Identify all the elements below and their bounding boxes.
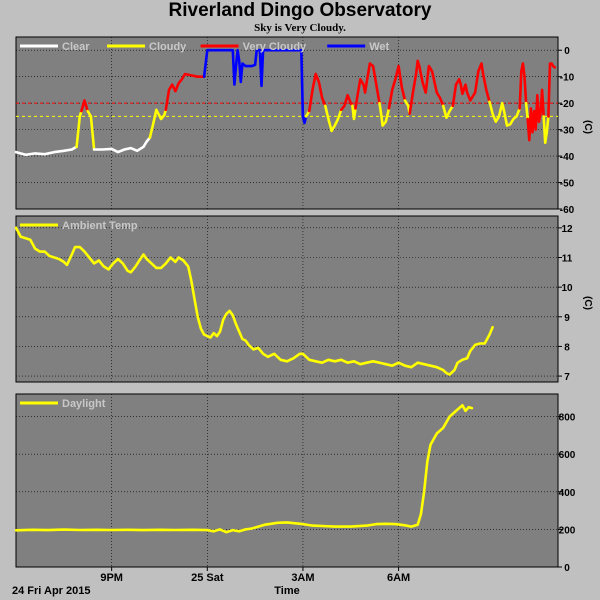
x-axis-label: Time xyxy=(274,585,299,597)
chart-title: Riverland Dingo Observatory xyxy=(168,0,432,21)
series-line-clear xyxy=(92,136,152,154)
date-label: 24 Fri Apr 2015 xyxy=(12,585,90,597)
y-tick-label: -10 xyxy=(560,73,575,84)
y-tick-label: 800 xyxy=(559,413,576,424)
y-tick-label: -30 xyxy=(560,126,575,137)
x-tick-label: 25 Sat xyxy=(191,572,224,584)
series-line-cloudy xyxy=(75,109,83,149)
series-line-cloudy xyxy=(441,104,455,119)
series-line-cloudy xyxy=(542,115,550,145)
legend-label-ambient-temp: Ambient Temp xyxy=(62,220,138,232)
y-tick-label: 10 xyxy=(561,283,573,294)
legend-label-wet: Wet xyxy=(369,41,389,53)
y-axis-label: (C) xyxy=(582,296,593,310)
y-tick-label: -50 xyxy=(560,179,575,190)
x-tick-label: 9PM xyxy=(100,572,123,584)
y-tick-label: -60 xyxy=(560,205,575,216)
plot-area-daylight xyxy=(15,393,559,568)
series-line-very_cloudy xyxy=(408,59,445,115)
y-tick-label: 0 xyxy=(564,46,570,57)
x-tick-label: 3AM xyxy=(291,572,314,584)
series-line-daylight xyxy=(14,403,474,534)
y-tick-label: -40 xyxy=(560,152,575,163)
y-tick-label: 9 xyxy=(564,313,570,324)
legend-label-very-cloudy: Very Cloudy xyxy=(243,41,307,53)
series-line-very_cloudy xyxy=(307,72,327,113)
y-tick-label: 7 xyxy=(564,372,570,383)
y-tick-label: 11 xyxy=(562,254,573,265)
series-line-wet xyxy=(202,48,308,125)
series-line-very_cloudy xyxy=(164,72,206,112)
series-line-cloudy xyxy=(86,109,96,151)
series-line-cloudy xyxy=(323,104,343,133)
series-line-cloudy xyxy=(378,101,391,127)
y-tick-label: 0 xyxy=(564,563,570,574)
y-tick-label: 600 xyxy=(559,450,576,461)
plot-area-ambient xyxy=(15,215,559,383)
series-line-cloudy xyxy=(351,104,357,121)
y-tick-label: 8 xyxy=(564,342,570,353)
series-line-ambient xyxy=(14,226,494,376)
sky-status-subtitle: Sky is Very Cloudy. xyxy=(254,22,346,34)
series-line-very_cloudy xyxy=(354,62,381,110)
y-axis-label: (C) xyxy=(582,120,593,134)
y-tick-label: 400 xyxy=(559,488,576,499)
plot-area-sky xyxy=(15,36,559,210)
series-line-clear xyxy=(14,145,78,157)
series-line-very_cloudy xyxy=(518,62,528,110)
series-line-very_cloudy xyxy=(451,62,491,108)
series-line-very_cloudy xyxy=(526,88,546,142)
series-line-cloudy xyxy=(148,108,168,139)
y-tick-label: 200 xyxy=(559,525,576,536)
series-line-very_cloudy xyxy=(387,64,407,110)
series-line-cloudy xyxy=(488,100,522,127)
y-tick-label: 12 xyxy=(561,224,573,235)
legend-label-cloudy: Cloudy xyxy=(149,41,187,53)
x-tick-label: 6AM xyxy=(387,572,410,584)
series-line-very_cloudy xyxy=(80,99,89,113)
series-line-cloudy xyxy=(524,101,530,121)
legend-label-daylight: Daylight xyxy=(62,398,106,410)
legend-label-clear: Clear xyxy=(62,41,90,53)
series-line-very_cloudy xyxy=(339,93,354,112)
y-tick-label: -20 xyxy=(560,99,575,110)
series-line-very_cloudy xyxy=(547,62,557,118)
